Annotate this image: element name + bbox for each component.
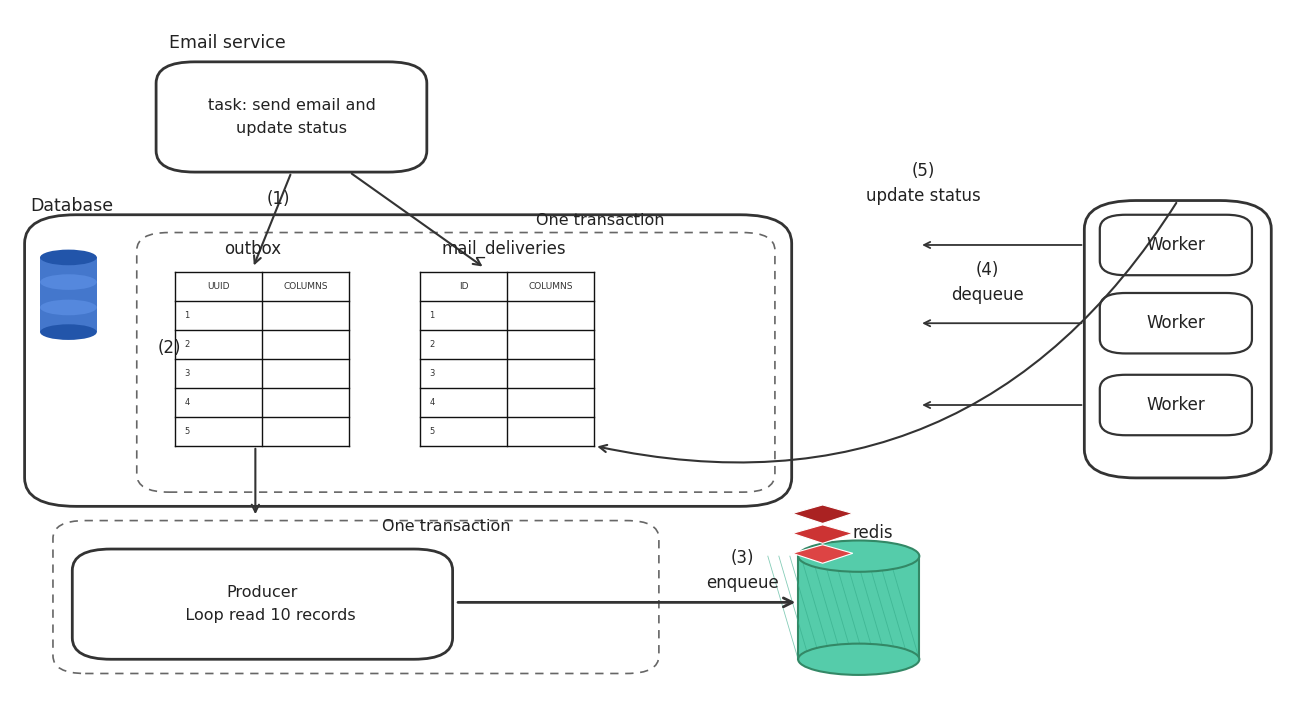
Text: outbox: outbox bbox=[225, 240, 282, 258]
Bar bbox=[798, 556, 920, 659]
Text: Worker: Worker bbox=[1146, 236, 1205, 254]
Text: 5: 5 bbox=[429, 427, 434, 436]
Text: One transaction: One transaction bbox=[382, 519, 510, 534]
Text: (4)
dequeue: (4) dequeue bbox=[951, 261, 1025, 304]
Text: One transaction: One transaction bbox=[536, 213, 665, 228]
Text: 2: 2 bbox=[185, 340, 190, 348]
Text: COLUMNS: COLUMNS bbox=[284, 282, 328, 291]
Bar bbox=[40, 258, 97, 332]
Polygon shape bbox=[792, 545, 853, 563]
Text: 1: 1 bbox=[185, 311, 190, 320]
Ellipse shape bbox=[40, 300, 97, 316]
Text: Worker: Worker bbox=[1146, 396, 1205, 414]
Ellipse shape bbox=[40, 274, 97, 290]
Ellipse shape bbox=[40, 250, 97, 266]
Text: 4: 4 bbox=[429, 398, 434, 407]
Polygon shape bbox=[792, 505, 853, 523]
Text: mail_deliveries: mail_deliveries bbox=[442, 240, 566, 258]
Text: COLUMNS: COLUMNS bbox=[528, 282, 574, 291]
Text: (3)
enqueue: (3) enqueue bbox=[707, 549, 779, 592]
Text: UUID: UUID bbox=[208, 282, 230, 291]
Text: 5: 5 bbox=[185, 427, 190, 436]
Ellipse shape bbox=[40, 324, 97, 340]
Ellipse shape bbox=[798, 540, 920, 572]
Text: redis: redis bbox=[853, 524, 893, 543]
Text: Database: Database bbox=[30, 197, 112, 215]
Text: (5)
update status: (5) update status bbox=[866, 161, 981, 204]
Text: (1): (1) bbox=[267, 190, 291, 208]
Text: 3: 3 bbox=[185, 369, 190, 378]
Text: 2: 2 bbox=[429, 340, 434, 348]
Text: ID: ID bbox=[459, 282, 469, 291]
Text: 3: 3 bbox=[429, 369, 435, 378]
Text: Worker: Worker bbox=[1146, 314, 1205, 332]
Text: 1: 1 bbox=[429, 311, 434, 320]
Text: task: send email and
update status: task: send email and update status bbox=[208, 98, 376, 136]
Text: (2): (2) bbox=[158, 339, 181, 358]
Polygon shape bbox=[792, 525, 853, 543]
Text: Producer
   Loop read 10 records: Producer Loop read 10 records bbox=[169, 585, 355, 623]
Text: Email service: Email service bbox=[169, 34, 286, 51]
Text: 4: 4 bbox=[185, 398, 190, 407]
Ellipse shape bbox=[798, 643, 920, 675]
